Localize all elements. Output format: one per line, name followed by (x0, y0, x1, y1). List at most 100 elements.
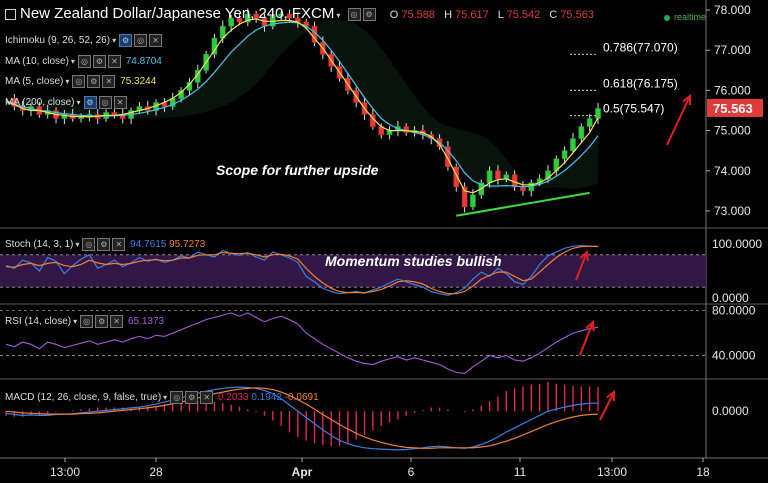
eye-icon: ◎ (134, 34, 148, 47)
stoch-tick-label: 100.0000 (712, 237, 762, 251)
gear-icon: ⚙ (97, 238, 111, 251)
gear-icon: ⚙ (119, 34, 133, 47)
candle-body (586, 118, 593, 127)
ma10-value: 74.8704 (125, 56, 162, 68)
candle-body (561, 150, 568, 159)
chevron-down-icon: ▾ (75, 240, 80, 250)
annotation-upside: Scope for further upside (216, 162, 379, 178)
price-tick-label: 77.000 (714, 43, 751, 57)
candle-body (194, 70, 201, 83)
candle-body (461, 186, 468, 208)
collapse-icon[interactable] (5, 9, 16, 20)
time-tick-label: 11 (514, 465, 527, 479)
macd-histogram (5, 381, 599, 447)
eye-icon: ◎ (77, 55, 91, 68)
candle-body (228, 17, 234, 27)
candle-body (278, 13, 284, 17)
legend-ma200[interactable]: MA (200, close) ▾ ⚙ ◎ ✕ (5, 96, 129, 109)
annotation-momentum: Momentum studies bullish (325, 253, 502, 269)
stoch-k-line (5, 244, 599, 296)
legend-macd[interactable]: MACD (12, 26, close, 9, false, true) ▾ ◎ ⚙ ✕… (5, 391, 319, 404)
price-tick-label: 73.000 (714, 204, 751, 218)
price-tick-label: 78.000 (714, 3, 751, 17)
gear-icon: ⚙ (87, 75, 101, 88)
candle-body (111, 112, 118, 115)
candle-body (503, 174, 510, 180)
close-icon: ✕ (102, 75, 116, 88)
close-icon: ✕ (107, 55, 121, 68)
upside-arrow-head (682, 93, 692, 106)
last-price-tag (707, 98, 763, 117)
chevron-down-icon: ▾ (76, 98, 81, 108)
eye-icon[interactable]: ◎ (347, 7, 361, 21)
candle-body (11, 98, 18, 107)
candle-body (570, 138, 576, 151)
candle-body (545, 170, 551, 180)
candle-body (61, 114, 68, 119)
close-icon: ✕ (113, 96, 127, 109)
rsi-arrow (579, 321, 594, 356)
upside-arrow (666, 95, 691, 146)
low-value: 75.542 (506, 9, 541, 21)
rsi-label: RSI (14, close) (5, 316, 72, 328)
fib-level-label: 0.618(76.175) (603, 76, 678, 90)
candle-body (245, 13, 251, 23)
gear-icon: ⚙ (95, 315, 109, 328)
fib-level-label: 0.786(77.070) (603, 40, 678, 54)
stoch-tick-label: 0.0000 (712, 291, 749, 305)
candle-body (236, 17, 243, 23)
macd-arrow (599, 391, 615, 421)
price-tick-label: 74.000 (714, 164, 751, 178)
close-icon: ✕ (200, 391, 214, 404)
ohlc-readout: O 75.588 H 75.617 L 75.542 C 75.563 (389, 9, 594, 21)
rsi-value: 65.1373 (127, 316, 165, 328)
symbol-title[interactable]: New Zealand Dollar/Japanese Yen, 240, FX… (20, 5, 335, 22)
legend-rsi[interactable]: RSI (14, close) ▾ ◎ ⚙ ✕ 65.1373 (5, 315, 164, 328)
stoch-d-value: 95.7273 (169, 239, 206, 251)
time-tick-label: 6 (408, 465, 415, 479)
chevron-down-icon[interactable]: ▾ (336, 11, 341, 20)
candle-body (578, 126, 585, 139)
candle-body (520, 186, 526, 192)
stoch-arrow-head (579, 249, 589, 262)
realtime-dot-icon (664, 14, 670, 21)
macd-signal-line (5, 387, 599, 449)
stoch-k-value: 94.7615 (130, 239, 167, 251)
rsi-line (5, 312, 599, 375)
rsi-arrow-head (585, 319, 595, 332)
macd-line (5, 386, 599, 451)
candle-body (453, 166, 460, 188)
support-trendline (456, 191, 590, 217)
gear-icon[interactable]: ⚙ (362, 7, 376, 21)
ma5-line (5, 18, 599, 194)
eye-icon: ◎ (170, 391, 184, 404)
candle-body (470, 194, 476, 208)
time-tick-label: 18 (696, 465, 710, 479)
candle-body (286, 13, 293, 19)
eye-icon: ◎ (72, 75, 86, 88)
open-value: 75.588 (401, 9, 435, 21)
time-tick-label: Apr (292, 465, 313, 479)
chevron-down-icon: ▾ (163, 393, 168, 403)
legend-ma5[interactable]: MA (5, close) ▾ ◎ ⚙ ✕ 75.3244 (5, 75, 156, 88)
stoch-d-line (5, 245, 599, 295)
price-tick-label: 75.000 (714, 124, 751, 138)
chevron-down-icon: ▾ (112, 36, 117, 46)
close-icon: ✕ (112, 238, 126, 251)
ma5-label: MA (5, close) (5, 76, 64, 88)
chevron-down-icon: ▾ (70, 57, 75, 67)
symbol-header: New Zealand Dollar/Japanese Yen, 240, FX… (20, 5, 594, 22)
last-price-label: 75.563 (713, 101, 753, 116)
rsi-tick-label: 80.0000 (712, 304, 756, 318)
legend-ma10[interactable]: MA (10, close) ▾ ◎ ⚙ ✕ 74.8704 (5, 55, 162, 68)
macd-signal-value: -0.0691 (284, 392, 319, 404)
legend-stoch[interactable]: Stoch (14, 3, 1) ▾ ◎ ⚙ ✕ 94.7615 95.7273 (5, 238, 205, 251)
ichimoku-label: Ichimoku (9, 26, 52, 26) (5, 35, 111, 47)
fib-level-label: 0.5(75.547) (603, 102, 664, 116)
close-value: 75.563 (560, 9, 594, 21)
candles (11, 8, 601, 213)
legend-ichimoku[interactable]: Ichimoku (9, 26, 52, 26) ▾ ⚙ ◎ ✕ (5, 34, 164, 47)
chevron-down-icon: ▾ (73, 317, 78, 327)
realtime-label: realtime (674, 12, 707, 22)
